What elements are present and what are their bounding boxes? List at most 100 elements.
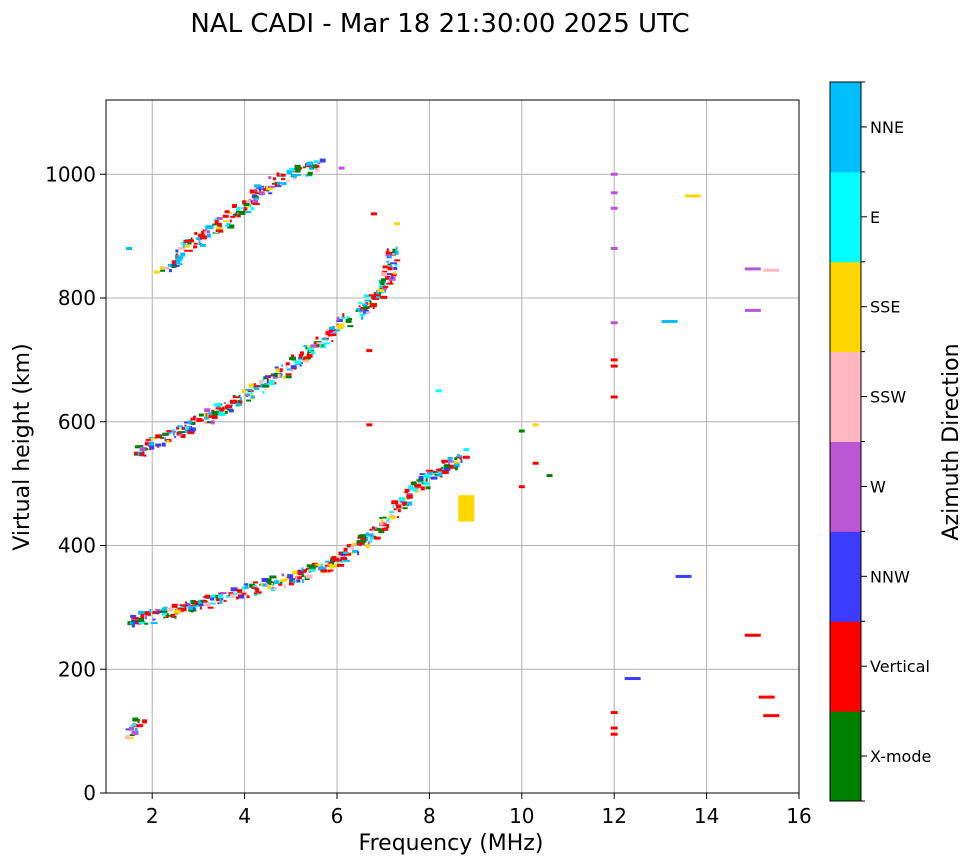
echo-mark bbox=[329, 565, 333, 569]
echo-mark bbox=[448, 461, 451, 465]
echo-mark bbox=[276, 185, 282, 188]
echo-mark bbox=[460, 459, 463, 463]
echo-mark bbox=[224, 210, 230, 214]
echo-mark bbox=[262, 378, 265, 382]
echo-mark bbox=[321, 569, 328, 573]
echo-mark bbox=[138, 620, 146, 624]
echo-mark bbox=[313, 160, 319, 164]
echo-mark bbox=[250, 391, 253, 395]
echo-mark bbox=[246, 399, 252, 402]
echo-mark bbox=[385, 251, 390, 256]
echo-mark bbox=[444, 464, 451, 469]
echo-mark bbox=[241, 388, 246, 393]
echo-mark bbox=[245, 211, 252, 214]
echo-mark bbox=[304, 357, 308, 361]
echo-mark bbox=[262, 384, 270, 388]
echo-mark bbox=[242, 200, 247, 205]
y-tick-label: 600 bbox=[58, 410, 96, 434]
echo-mark bbox=[381, 527, 389, 531]
echo-mark bbox=[329, 334, 337, 337]
echo-mark bbox=[223, 402, 226, 405]
echo-mark bbox=[246, 595, 250, 599]
echo-mark bbox=[310, 344, 317, 348]
echo-mark bbox=[255, 187, 259, 190]
echo-mark bbox=[185, 426, 192, 430]
echo-mark bbox=[190, 604, 197, 607]
echo-mark bbox=[134, 727, 138, 731]
echo-mark bbox=[370, 212, 377, 216]
echo-mark bbox=[177, 607, 185, 612]
echo-mark bbox=[260, 583, 264, 586]
echo-mark bbox=[274, 382, 277, 385]
echo-mark bbox=[259, 189, 262, 194]
echo-mark bbox=[205, 226, 208, 230]
echo-mark bbox=[389, 511, 395, 514]
echo-mark bbox=[295, 168, 301, 173]
echo-mark bbox=[610, 247, 618, 250]
echo-mark bbox=[419, 473, 426, 476]
echo-mark bbox=[217, 597, 220, 600]
echo-mark bbox=[386, 260, 390, 263]
echo-mark bbox=[179, 263, 183, 266]
y-tick-label: 400 bbox=[58, 534, 96, 558]
echo-mark bbox=[449, 464, 457, 469]
echo-mark bbox=[190, 421, 196, 425]
echo-mark bbox=[610, 364, 618, 368]
colorbar-tick-label: NNW bbox=[870, 567, 910, 586]
echo-mark bbox=[276, 182, 282, 185]
echo-mark bbox=[229, 399, 235, 404]
echo-mark bbox=[269, 575, 277, 579]
echo-mark bbox=[394, 222, 401, 226]
echo-mark bbox=[257, 592, 261, 595]
echo-mark bbox=[393, 271, 397, 275]
echo-mark bbox=[437, 473, 443, 477]
echo-mark bbox=[168, 269, 172, 273]
echo-mark bbox=[125, 728, 132, 731]
echo-mark bbox=[361, 537, 366, 540]
echo-mark bbox=[155, 434, 163, 439]
echo-mark bbox=[178, 246, 186, 250]
echo-mark bbox=[253, 581, 259, 584]
echo-mark bbox=[305, 574, 313, 579]
colorbar-tick-label: NNE bbox=[870, 118, 904, 137]
echo-mark bbox=[239, 396, 242, 401]
echo-mark bbox=[518, 429, 525, 433]
echo-mark bbox=[350, 545, 355, 550]
echo-mark bbox=[454, 466, 458, 471]
x-tick-label: 6 bbox=[331, 804, 344, 828]
echo-mark bbox=[365, 533, 372, 537]
x-tick-label: 8 bbox=[423, 804, 436, 828]
echo-mark bbox=[225, 224, 230, 227]
y-tick-label: 0 bbox=[83, 781, 96, 805]
echo-mark bbox=[219, 404, 222, 409]
echo-mark bbox=[268, 374, 271, 378]
echo-mark bbox=[424, 479, 428, 484]
echo-mark bbox=[130, 724, 135, 727]
echo-mark bbox=[387, 263, 391, 266]
echo-mark bbox=[343, 547, 348, 552]
echo-mark bbox=[380, 521, 388, 524]
echo-mark bbox=[278, 583, 283, 586]
echo-mark bbox=[325, 560, 330, 563]
echo-mark bbox=[235, 596, 239, 600]
echo-mark bbox=[215, 407, 221, 410]
echo-mark bbox=[308, 568, 316, 572]
echo-mark bbox=[251, 199, 258, 203]
echo-mark bbox=[226, 594, 230, 598]
echo-mark bbox=[249, 189, 257, 194]
echo-mark bbox=[458, 507, 475, 522]
echo-mark bbox=[305, 174, 308, 177]
echo-mark bbox=[293, 177, 297, 180]
echo-mark bbox=[218, 592, 224, 596]
echo-mark bbox=[329, 326, 336, 330]
echo-mark bbox=[308, 348, 311, 352]
echo-mark bbox=[176, 425, 183, 428]
echo-mark bbox=[205, 594, 211, 599]
echo-mark bbox=[229, 593, 235, 598]
colorbar-segment bbox=[830, 621, 861, 712]
echo-mark bbox=[393, 266, 398, 270]
echo-mark bbox=[262, 390, 265, 394]
echo-mark bbox=[224, 410, 228, 414]
echo-mark bbox=[329, 328, 336, 331]
echo-mark bbox=[425, 477, 428, 482]
